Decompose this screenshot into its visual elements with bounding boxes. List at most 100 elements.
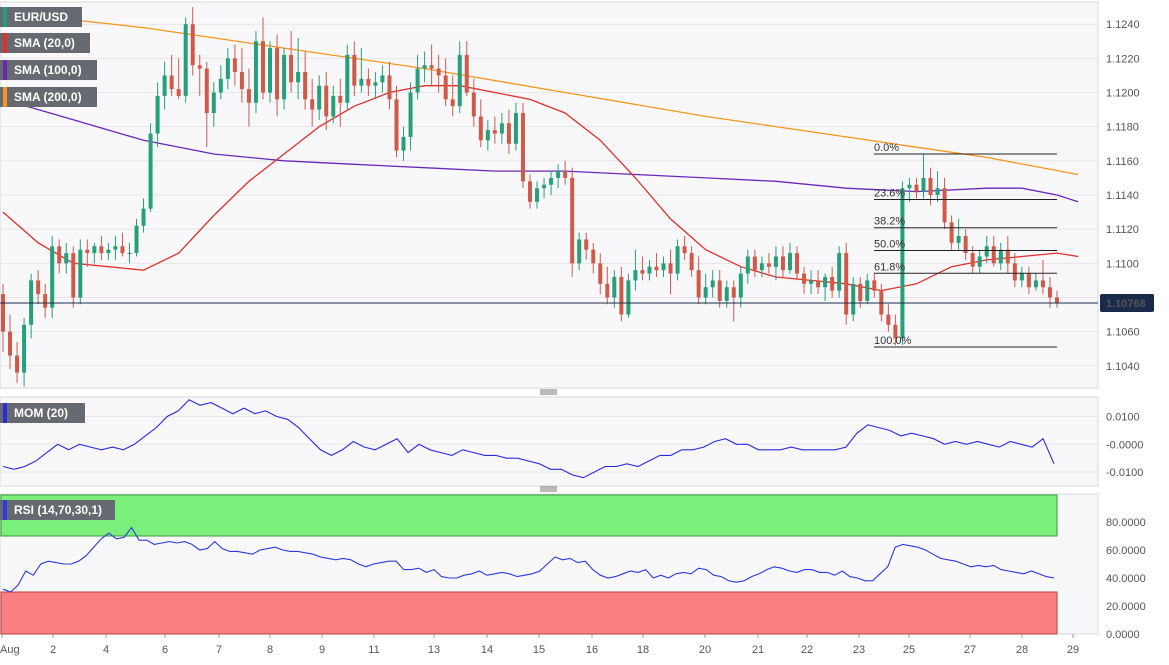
- mom-tick-label: -0.0000: [1106, 439, 1143, 451]
- candle-body: [661, 263, 666, 271]
- legend-mom[interactable]: MOM (20): [0, 403, 85, 423]
- x-axis-label: 11: [368, 644, 379, 656]
- candle-body: [387, 75, 392, 100]
- price-tick-label: 1.1100: [1106, 258, 1139, 270]
- candle-body: [15, 355, 20, 373]
- candle-body: [584, 239, 589, 250]
- mom-tick-label: 0.0100: [1106, 411, 1140, 423]
- price-tick-label: 1.1140: [1106, 190, 1139, 202]
- candle-body: [85, 249, 90, 254]
- candle-body: [36, 280, 41, 295]
- rsi-tick-label: 0.0000: [1106, 629, 1140, 641]
- candle-body: [816, 280, 821, 288]
- symbol-color-swatch: [3, 7, 7, 27]
- candle-body: [809, 280, 814, 284]
- legend-sma100-label: SMA (100,0): [14, 63, 82, 77]
- candle-body: [422, 65, 427, 69]
- candle-body: [471, 92, 476, 117]
- candle-body: [759, 263, 764, 271]
- x-axis-label: 16: [586, 644, 598, 656]
- candle-body: [654, 266, 659, 271]
- candle-body: [563, 171, 568, 178]
- rsi-overbought-zone: [0, 494, 1058, 537]
- candle-body: [914, 184, 919, 192]
- candle-body: [64, 253, 69, 264]
- candle-body: [795, 253, 800, 274]
- rsi-tick-label: 60.0000: [1106, 545, 1146, 557]
- candle-body: [1, 294, 5, 332]
- candle-body: [928, 177, 933, 195]
- candle-body: [120, 246, 125, 254]
- candle-body: [773, 256, 778, 267]
- legend-rsi[interactable]: RSI (14,70,30,1): [0, 500, 115, 520]
- rsi-oversold-zone: [0, 591, 1058, 635]
- candle-body: [401, 136, 406, 151]
- x-axis-label: 14: [481, 644, 493, 656]
- candle-body: [647, 266, 652, 274]
- candle-body: [148, 133, 153, 209]
- candle-body: [204, 68, 209, 114]
- candle-body: [499, 123, 504, 134]
- legend-sma100[interactable]: SMA (100,0): [0, 60, 97, 80]
- candle-body: [190, 24, 195, 66]
- x-axis-label: 29: [1067, 644, 1079, 656]
- x-axis-label: 18: [637, 644, 649, 656]
- mom-line: [2, 399, 1055, 479]
- candle-body: [99, 246, 104, 254]
- candle-body: [900, 188, 905, 339]
- rsi-line: [2, 526, 1055, 593]
- price-tick-label: 1.1200: [1106, 88, 1140, 100]
- sma200-line: [2, 11, 1079, 176]
- candle-body: [970, 253, 975, 267]
- candle-body: [352, 54, 357, 86]
- legend-sma200[interactable]: SMA (200,0): [0, 87, 97, 107]
- candle-body: [935, 188, 940, 195]
- rsi-color-swatch: [3, 500, 7, 520]
- legend-rsi-label: RSI (14,70,30,1): [14, 503, 103, 517]
- candle-body: [520, 113, 525, 182]
- candle-body: [942, 188, 947, 223]
- candle-body: [668, 263, 673, 274]
- x-axis-label: 28: [1016, 644, 1028, 656]
- candle-body: [71, 253, 76, 298]
- x-axis-label: 6: [162, 644, 168, 656]
- mom-tick-label: -0.0100: [1106, 467, 1143, 479]
- candle-body: [731, 287, 736, 298]
- candle-body: [1040, 280, 1045, 288]
- price-tick-label: 1.1240: [1106, 19, 1140, 31]
- sma20-line: [2, 85, 1079, 292]
- candle-body: [1055, 297, 1059, 303]
- rsi-tick-label: 40.0000: [1106, 573, 1146, 585]
- candle-body: [380, 75, 385, 83]
- candle-body: [253, 41, 258, 103]
- candle-body: [197, 65, 202, 69]
- candle-body: [415, 68, 420, 93]
- candle-body: [275, 48, 280, 100]
- sma200-color-swatch: [3, 87, 7, 107]
- candle-body: [823, 276, 828, 288]
- price-tick-label: 1.1060: [1106, 327, 1140, 339]
- candle-body: [141, 208, 146, 226]
- candle-body: [366, 78, 371, 86]
- legend-symbol[interactable]: EUR/USD: [0, 7, 82, 27]
- candle-body: [535, 188, 540, 202]
- candle-body: [183, 24, 188, 96]
- candle-body: [738, 273, 743, 298]
- x-axis-label: 9: [319, 644, 325, 656]
- legend-sma20[interactable]: SMA (20,0): [0, 33, 90, 53]
- candle-body: [640, 270, 645, 274]
- candle-body: [837, 253, 842, 291]
- legend-symbol-label: EUR/USD: [14, 10, 69, 24]
- candle-body: [429, 65, 434, 69]
- mom-panel-background: [0, 396, 1099, 487]
- candle-body: [345, 54, 350, 103]
- candle-body: [310, 99, 315, 110]
- candle-body: [338, 95, 343, 103]
- candle-body: [464, 54, 469, 93]
- candle-body: [162, 75, 167, 96]
- candle-body: [598, 263, 603, 284]
- mom-color-swatch: [3, 403, 7, 423]
- candle-body: [289, 54, 294, 83]
- x-axis-label: 4: [103, 644, 109, 656]
- candle-body: [886, 314, 891, 325]
